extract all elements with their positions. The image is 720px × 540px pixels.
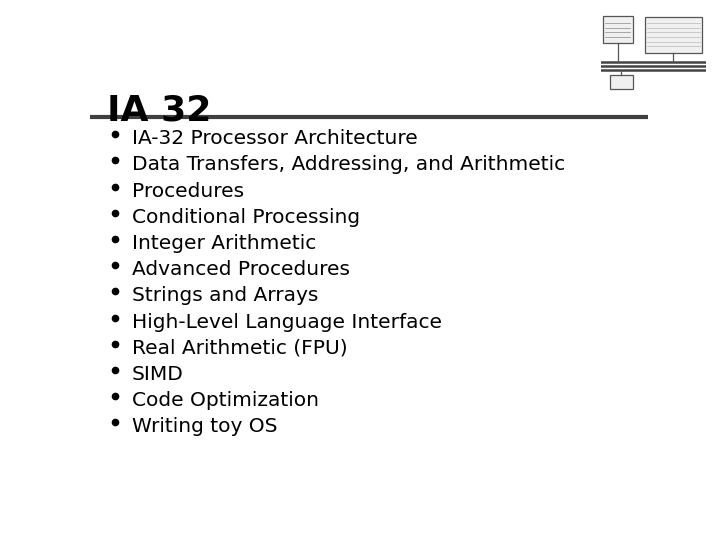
Text: Data Transfers, Addressing, and Arithmetic: Data Transfers, Addressing, and Arithmet…: [132, 156, 565, 174]
Text: High-Level Language Interface: High-Level Language Interface: [132, 313, 442, 332]
Text: Strings and Arrays: Strings and Arrays: [132, 286, 318, 306]
Text: Procedures: Procedures: [132, 181, 244, 201]
Text: SIMD: SIMD: [132, 365, 184, 384]
Text: Advanced Procedures: Advanced Procedures: [132, 260, 350, 279]
Text: Integer Arithmetic: Integer Arithmetic: [132, 234, 316, 253]
Text: Code Optimization: Code Optimization: [132, 391, 319, 410]
Bar: [603, 16, 633, 43]
Text: IA 32: IA 32: [107, 94, 211, 128]
Bar: [645, 17, 703, 52]
Text: Real Arithmetic (FPU): Real Arithmetic (FPU): [132, 339, 348, 358]
Text: Writing toy OS: Writing toy OS: [132, 417, 277, 436]
Text: Conditional Processing: Conditional Processing: [132, 208, 360, 227]
Bar: [610, 76, 633, 90]
Text: IA-32 Processor Architecture: IA-32 Processor Architecture: [132, 129, 418, 149]
